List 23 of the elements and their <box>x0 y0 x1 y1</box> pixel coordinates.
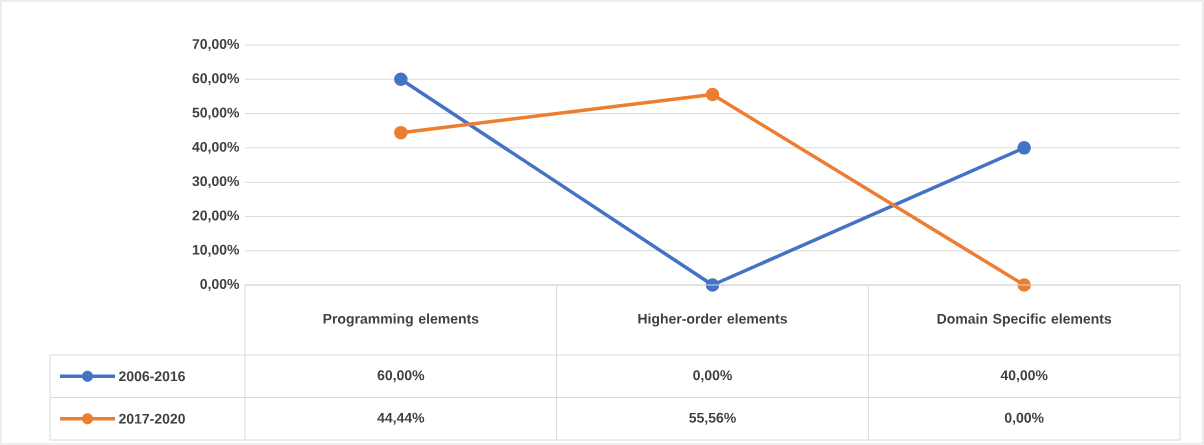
point <box>394 125 408 140</box>
y-tick-label: 20,00% <box>192 210 240 223</box>
y-tick-label: 30,00% <box>192 176 240 189</box>
data-label: 40,00% <box>1000 370 1048 383</box>
y-tick-label: 70,00% <box>192 39 240 51</box>
x-tick-label: Domain Specific elements <box>937 313 1112 327</box>
x-tick-label: Programming elements <box>323 313 479 327</box>
data-label: 55,56% <box>689 412 736 425</box>
data-label: 0,00% <box>1004 412 1044 425</box>
point <box>705 87 720 102</box>
data-label: 0,00% <box>693 370 732 383</box>
y-tick-label: 60,00% <box>192 73 240 86</box>
y-tick-label: 10,00% <box>192 244 240 257</box>
point <box>1017 141 1031 155</box>
legend-label: 2006-2016 <box>119 371 185 382</box>
y-tick-label: 40,00% <box>192 141 240 154</box>
data-label: 44,44% <box>377 412 425 425</box>
x-tick-label: Higher-order elements <box>638 313 787 327</box>
y-tick-label: 50,00% <box>192 107 240 120</box>
point <box>394 72 408 87</box>
legend-label: 2017-2020 <box>119 413 185 424</box>
y-tick-label: 0,00% <box>200 279 240 291</box>
data-label: 60,00% <box>377 370 425 383</box>
